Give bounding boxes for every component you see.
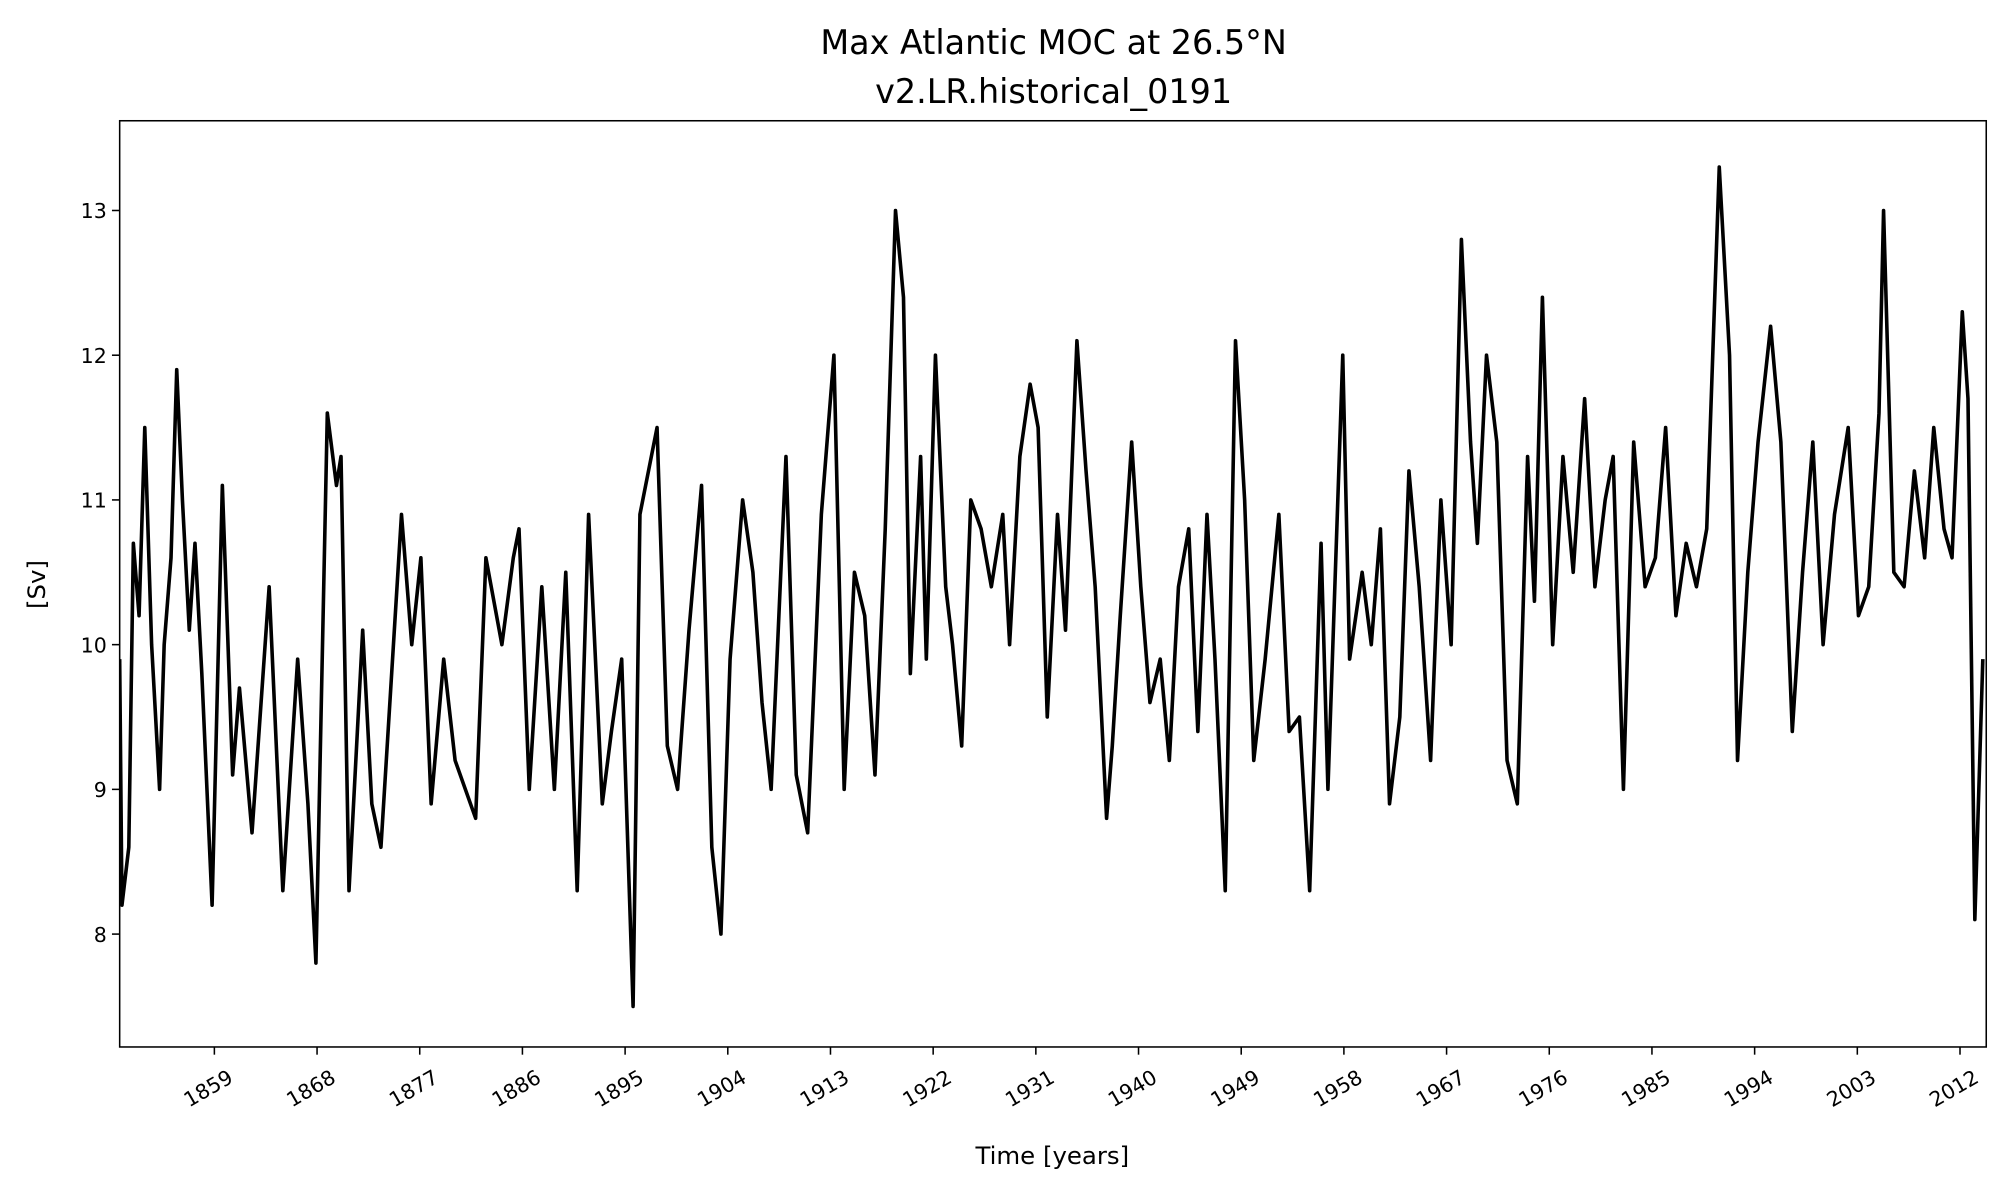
y-tick-label: 12 <box>81 344 107 368</box>
x-tick-label: 1994 <box>1720 1065 1777 1112</box>
x-tick-label: 2012 <box>1925 1065 1982 1112</box>
y-axis-label: [Sv] <box>22 560 51 609</box>
x-tick-label: 1859 <box>180 1065 237 1112</box>
plot-frame <box>118 119 1988 1048</box>
data-line <box>119 165 1985 1009</box>
y-tick-label: 13 <box>81 199 107 223</box>
y-tick-label: 10 <box>81 633 107 657</box>
x-tick-label: 1958 <box>1309 1065 1366 1112</box>
x-axis-label: Time [years] <box>975 1141 1130 1170</box>
y-tick-label: 11 <box>81 489 107 513</box>
chart-subtitle: v2.LR.historical_0191 <box>875 72 1232 111</box>
y-tick-label: 9 <box>94 778 107 802</box>
x-tick-label: 1985 <box>1617 1065 1674 1112</box>
x-tick-label: 1949 <box>1206 1065 1263 1112</box>
x-tick-label: 1976 <box>1515 1065 1572 1112</box>
x-tick-label: 1931 <box>1001 1065 1058 1112</box>
x-tick-label: 1904 <box>693 1065 750 1112</box>
y-tick-label: 8 <box>94 923 107 947</box>
x-tick-label: 1886 <box>488 1065 545 1112</box>
x-tick-label: 1913 <box>796 1065 853 1112</box>
x-tick-label: 1895 <box>590 1065 647 1112</box>
x-tick-label: 1967 <box>1412 1065 1469 1112</box>
chart-title: Max Atlantic MOC at 26.5°N <box>820 23 1286 62</box>
x-tick-label: 1940 <box>1104 1065 1161 1112</box>
x-tick-label: 1877 <box>385 1065 442 1112</box>
x-tick-label: 2003 <box>1823 1065 1880 1112</box>
x-tick-label: 1922 <box>898 1065 955 1112</box>
x-tick-label: 1868 <box>282 1065 339 1112</box>
